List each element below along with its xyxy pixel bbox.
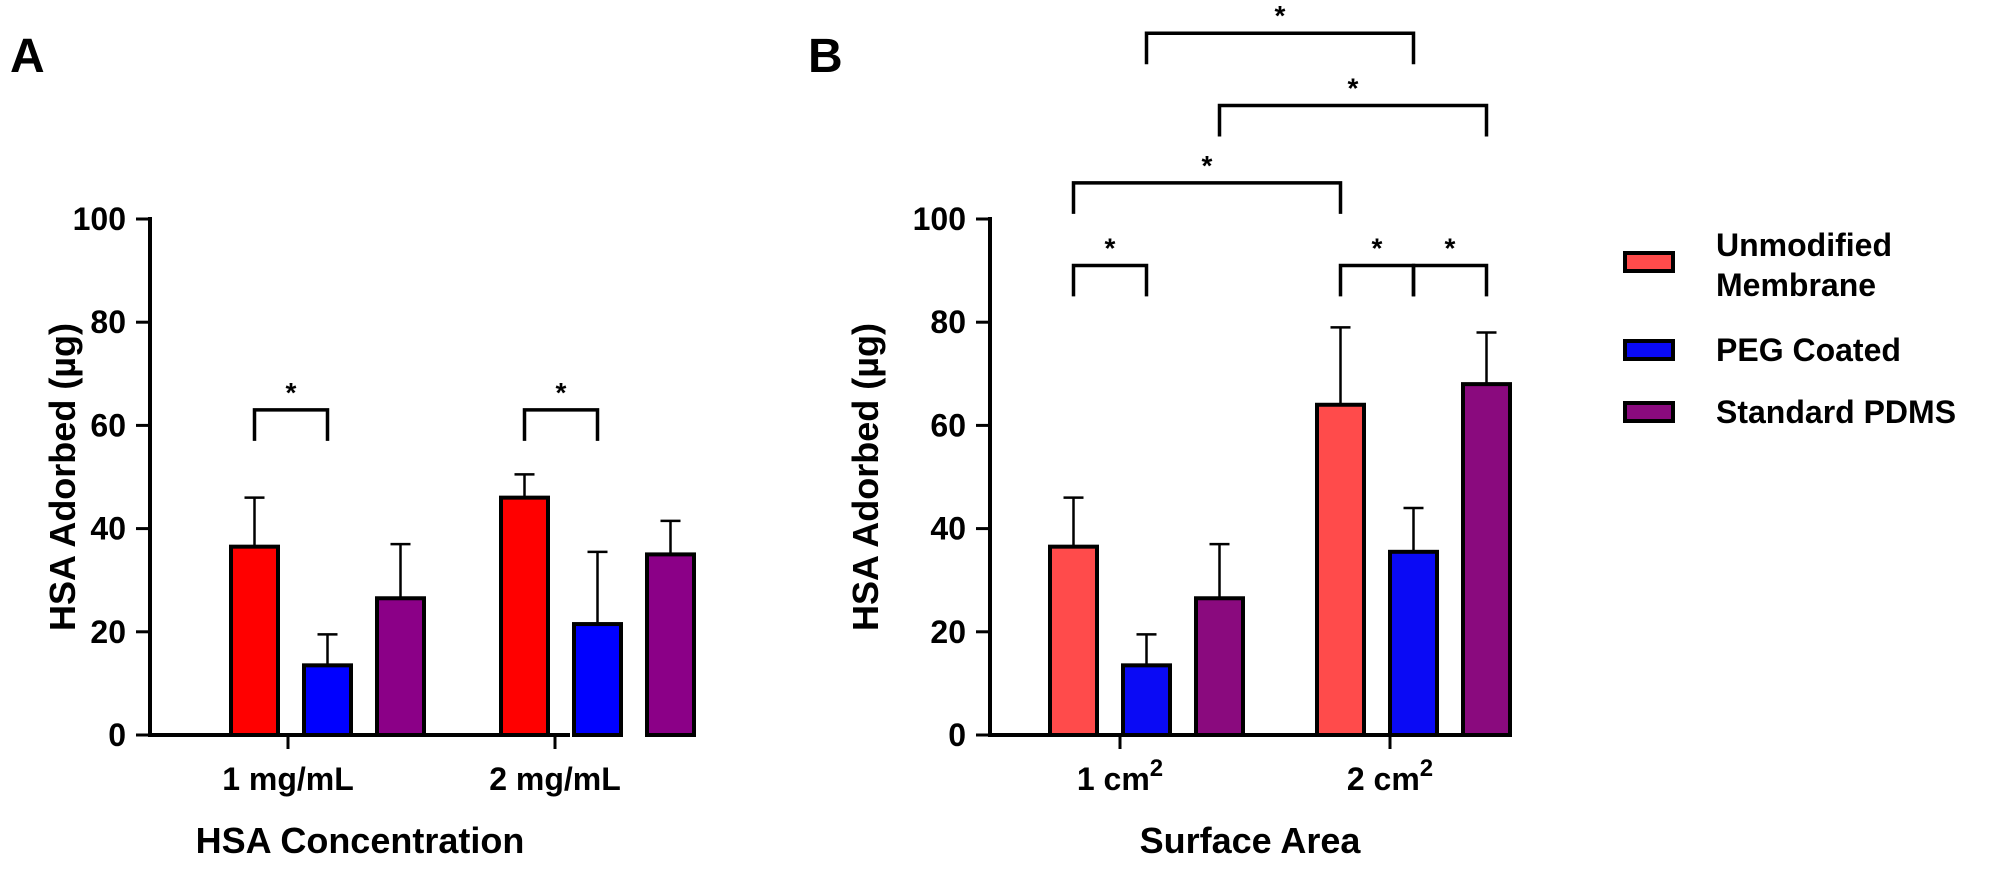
significance-star: * <box>286 377 297 408</box>
significance-bracket <box>1338 263 1416 297</box>
x-tick-label: 2 cm2 <box>1347 755 1433 797</box>
legend-label-line: Membrane <box>1716 267 1876 303</box>
panel-a-letter: A <box>10 30 45 83</box>
y-tick-label: 60 <box>930 407 966 443</box>
legend-label: Unmodified Membrane <box>1716 227 1892 303</box>
x-tick-label: 2 mg/mL <box>489 761 621 797</box>
y-tick-label: 80 <box>90 304 126 340</box>
bar <box>302 663 353 738</box>
x-tick-label-base: 1 cm <box>1077 761 1150 797</box>
y-tick-label: 0 <box>948 717 966 753</box>
bar <box>1121 663 1172 738</box>
significance-bracket <box>1411 263 1489 297</box>
bar <box>1461 382 1512 737</box>
y-tick-label: 60 <box>90 407 126 443</box>
bar <box>229 544 280 737</box>
significance-bracket <box>1071 263 1149 297</box>
legend-label-line: PEG Coated <box>1716 332 1901 368</box>
x-tick-label: 1 cm2 <box>1077 755 1163 797</box>
x-tick-label: 1 mg/mL <box>222 761 354 797</box>
significance-bracket <box>252 408 330 441</box>
significance-star: * <box>1202 150 1213 181</box>
x-axis-title: Surface Area <box>1140 820 1362 861</box>
panel-b-letter: B <box>808 30 843 83</box>
y-tick-label: 20 <box>930 614 966 650</box>
bar <box>645 552 696 738</box>
legend-label-line: Standard PDMS <box>1716 394 1956 430</box>
y-axis-title: HSA Adorbed (µg) <box>845 323 886 631</box>
significance-bracket <box>1217 103 1489 137</box>
bar <box>1048 544 1099 737</box>
legend-swatch <box>1623 401 1675 423</box>
x-tick-label-superscript: 2 <box>1420 755 1433 782</box>
x-tick-label-superscript: 2 <box>1150 755 1163 782</box>
significance-star: * <box>1372 232 1383 263</box>
significance-bracket <box>522 408 600 441</box>
significance-star: * <box>556 377 567 408</box>
y-tick-label: 100 <box>913 201 966 237</box>
legend-label: Standard PDMS <box>1716 394 1956 430</box>
bar <box>1194 596 1245 738</box>
significance-bracket <box>1144 31 1416 65</box>
y-tick-label: 40 <box>930 511 966 547</box>
x-axis-title: HSA Concentration <box>196 820 525 861</box>
significance-star: * <box>1275 0 1286 31</box>
legend: Unmodified Membrane PEG Coated Standard PDM… <box>1623 227 1956 430</box>
significance-star: * <box>1348 72 1359 103</box>
x-tick-label-base: 2 cm <box>1347 761 1420 797</box>
y-axis-title: HSA Adorbed (µg) <box>42 323 83 631</box>
legend-swatch <box>1623 251 1675 273</box>
significance-star: * <box>1105 232 1116 263</box>
chart-panel-a: 0 20 40 60 80 100 1 mg/mL 2 mg/mL HSA Concentrat… <box>42 201 696 861</box>
y-tick-label: 0 <box>108 717 126 753</box>
legend-swatch <box>1623 339 1675 361</box>
significance-star: * <box>1445 232 1456 263</box>
significance-bracket <box>1071 181 1343 214</box>
bar <box>1315 402 1366 737</box>
bar <box>499 495 550 738</box>
legend-label: PEG Coated <box>1716 332 1901 368</box>
y-tick-label: 20 <box>90 614 126 650</box>
bar <box>572 622 623 737</box>
y-tick-label: 100 <box>73 201 126 237</box>
y-tick-label: 40 <box>90 511 126 547</box>
y-tick-label: 80 <box>930 304 966 340</box>
bar <box>1388 549 1439 737</box>
legend-label-line: Unmodified <box>1716 227 1892 263</box>
bar <box>375 596 426 738</box>
